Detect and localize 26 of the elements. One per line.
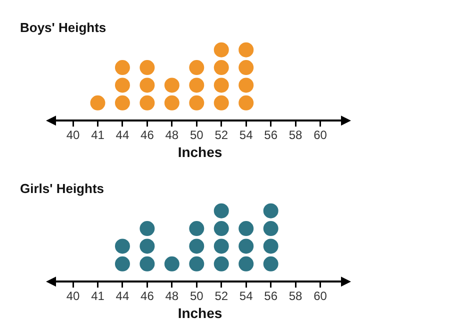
x-tick-label: 58 xyxy=(288,289,303,304)
chart-title: Boys' Heights xyxy=(20,20,106,35)
x-tick-label: 44 xyxy=(116,128,130,142)
x-tick-label: 60 xyxy=(314,289,328,304)
x-tick-label: 48 xyxy=(165,289,179,304)
x-axis-title: Inches xyxy=(176,144,224,160)
x-tick-label: 50 xyxy=(190,289,204,304)
x-tick-label: 41 xyxy=(91,289,105,304)
x-tick-label: 56 xyxy=(264,289,278,304)
x-tick-label: 54 xyxy=(239,128,254,142)
x-tick-label: 40 xyxy=(66,289,80,304)
x-tick-label: 56 xyxy=(264,128,278,142)
x-axis-title: Inches xyxy=(176,305,224,321)
x-tick-label: 60 xyxy=(314,128,328,142)
x-tick-label: 44 xyxy=(116,289,130,304)
x-tick-label: 41 xyxy=(91,128,105,142)
x-tick-label: 54 xyxy=(239,289,254,304)
x-tick-label: 48 xyxy=(165,128,179,142)
x-tick-label: 40 xyxy=(66,128,80,142)
x-tick-label: 50 xyxy=(190,128,204,142)
chart-title: Girls' Heights xyxy=(20,181,104,196)
x-tick-label: 46 xyxy=(140,289,154,304)
x-tick-label: 58 xyxy=(288,128,303,142)
x-tick-label: 52 xyxy=(214,289,228,304)
x-tick-label: 52 xyxy=(214,128,228,142)
x-tick-label: 46 xyxy=(140,128,154,142)
